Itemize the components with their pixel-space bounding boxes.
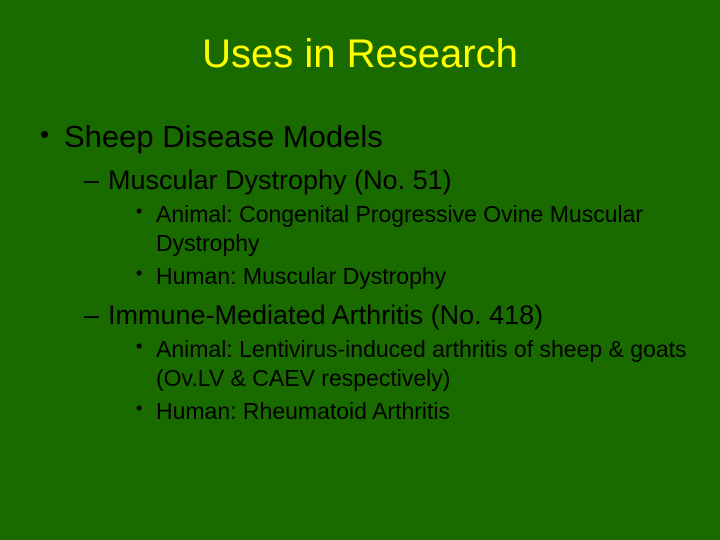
list-item: Sheep Disease Models Muscular Dystrophy … <box>30 119 690 426</box>
list-item-label: Human: Rheumatoid Arthritis <box>156 398 450 424</box>
list-item-label: Animal: Lentivirus-induced arthritis of … <box>156 336 687 391</box>
list-item: Human: Muscular Dystrophy <box>108 262 690 291</box>
list-item-label: Sheep Disease Models <box>64 119 383 154</box>
list-item-label: Immune-Mediated Arthritis (No. 418) <box>108 300 543 330</box>
list-item-label: Muscular Dystrophy (No. 51) <box>108 165 452 195</box>
list-item-label: Animal: Congenital Progressive Ovine Mus… <box>156 201 643 256</box>
list-item: Immune-Mediated Arthritis (No. 418) Anim… <box>64 300 690 425</box>
list-item: Animal: Lentivirus-induced arthritis of … <box>108 335 690 393</box>
bullet-list-level3: Animal: Congenital Progressive Ovine Mus… <box>108 200 690 290</box>
bullet-list-level1: Sheep Disease Models Muscular Dystrophy … <box>30 119 690 426</box>
slide: Uses in Research Sheep Disease Models Mu… <box>0 0 720 540</box>
bullet-list-level2: Muscular Dystrophy (No. 51) Animal: Cong… <box>64 165 690 426</box>
list-item: Human: Rheumatoid Arthritis <box>108 397 690 426</box>
list-item: Muscular Dystrophy (No. 51) Animal: Cong… <box>64 165 690 290</box>
bullet-list-level3: Animal: Lentivirus-induced arthritis of … <box>108 335 690 425</box>
list-item-label: Human: Muscular Dystrophy <box>156 263 446 289</box>
slide-title: Uses in Research <box>30 32 690 77</box>
list-item: Animal: Congenital Progressive Ovine Mus… <box>108 200 690 258</box>
